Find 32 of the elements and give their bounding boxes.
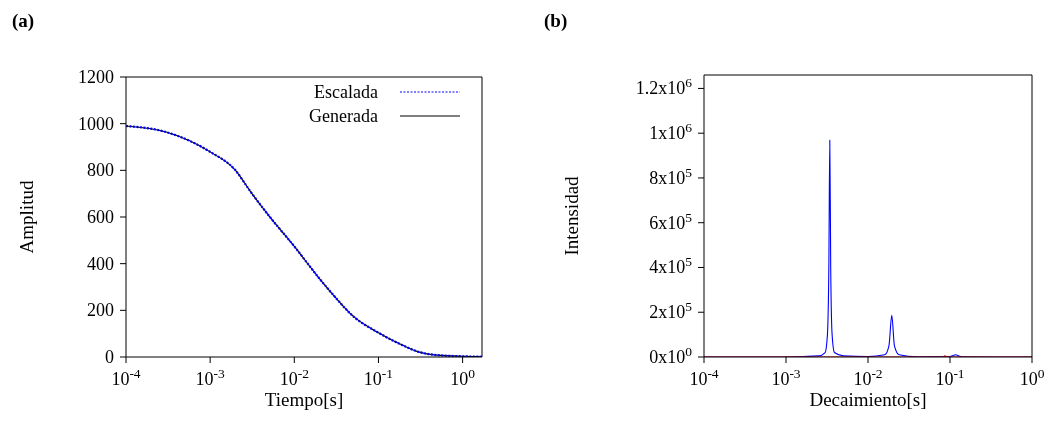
y-tick-label: 1x10$^{6}$	[649, 119, 693, 144]
y-tick-label: 400	[87, 253, 114, 274]
y-tick-label: 0x10$^{0}$	[649, 343, 693, 367]
y-tick-label: 1200	[78, 67, 114, 87]
x-tick-label: 10$^{-4}$	[689, 365, 719, 389]
y-tick-label: 6x10$^{5}$	[649, 209, 693, 233]
y-tick-label: 4x10$^{5}$	[649, 253, 693, 278]
y-axis-title: Intensidad	[560, 175, 582, 256]
x-tick-label: 10$^{-1}$	[363, 365, 394, 389]
x-tick-label: 10$^{-3}$	[771, 365, 801, 389]
y-tick-label: 200	[87, 300, 114, 321]
y-tick-label: 8x10$^{5}$	[649, 164, 693, 188]
x-axis-title: Decaimiento[s]	[809, 389, 927, 410]
y-tick-label: 1000	[78, 113, 114, 134]
x-tick-label: 10$^{-4}$	[111, 365, 141, 389]
legend-label: Generada	[308, 105, 378, 127]
x-tick-label: 10$^{0}$	[450, 365, 476, 389]
y-axis-title: Amplitud	[15, 180, 37, 254]
x-tick-label: 10$^{-2}$	[279, 365, 309, 389]
x-tick-label: 10$^{-3}$	[195, 365, 226, 389]
x-tick-label: 10$^{0}$	[1019, 365, 1045, 389]
y-tick-label: 2x10$^{5}$	[649, 298, 693, 323]
y-tick-label: 800	[87, 160, 114, 181]
x-axis-title: Tiempo[s]	[264, 389, 344, 410]
y-tick-label: 1.2x10$^{6}$	[635, 74, 693, 99]
chart-title: (b)	[544, 10, 568, 32]
legend-label: Escalada	[313, 81, 378, 103]
y-tick-label: 600	[87, 207, 114, 227]
y-tick-label: 0	[105, 347, 114, 367]
x-tick-label: 10$^{-1}$	[935, 365, 965, 389]
chart-title: (a)	[12, 10, 35, 32]
x-tick-label: 10$^{-2}$	[853, 365, 883, 389]
